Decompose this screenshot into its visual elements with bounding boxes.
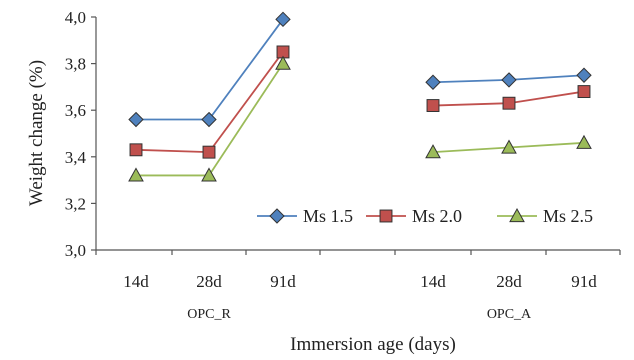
- x-ticks: 14d 28d 91d OPC_R 14d 28d 91d OPC_A: [95, 250, 621, 322]
- legend-label: Ms 2.0: [412, 206, 462, 226]
- series-ms-20: [129, 45, 591, 159]
- group-label: OPC_R: [187, 307, 231, 322]
- y-ticks: 3,0 3,2 3,4 3,6 3,8 4,0: [65, 8, 96, 260]
- legend: Ms 1.5 Ms 2.0 Ms 2.5: [257, 206, 593, 226]
- data-point: [576, 67, 592, 83]
- data-point: [425, 74, 441, 90]
- series-line: [135, 51, 284, 154]
- y-tick-label: 3,0: [65, 241, 86, 260]
- data-point: [576, 134, 592, 149]
- x-tick-label: 14d: [123, 272, 149, 291]
- data-point: [202, 145, 216, 159]
- series-layer: [128, 11, 592, 182]
- y-tick-label: 3,4: [65, 148, 87, 167]
- series-ms-15: [128, 11, 592, 128]
- x-axis-title: Immersion age (days): [290, 334, 456, 355]
- y-axis-title: Weight change (%): [26, 60, 47, 206]
- legend-item: Ms 2.0: [366, 206, 462, 226]
- data-point: [128, 111, 144, 128]
- legend-label: Ms 1.5: [303, 206, 353, 226]
- data-point: [501, 139, 517, 154]
- data-point: [502, 96, 516, 110]
- x-tick-label: 28d: [196, 272, 222, 291]
- series-ms-25: [128, 55, 592, 182]
- data-point: [577, 85, 591, 99]
- data-point: [201, 167, 217, 182]
- data-point: [501, 72, 517, 88]
- y-tick-label: 3,8: [65, 55, 86, 74]
- axes: [95, 17, 620, 251]
- data-point: [426, 99, 440, 112]
- data-point: [425, 144, 441, 159]
- series-line: [136, 18, 284, 121]
- legend-marker: [509, 207, 525, 223]
- legend-item: Ms 1.5: [257, 206, 353, 226]
- x-tick-label: 14d: [420, 272, 446, 291]
- data-point: [129, 143, 143, 157]
- data-point: [275, 55, 291, 70]
- legend-item: Ms 2.5: [497, 206, 593, 226]
- y-tick-label: 3,2: [65, 194, 86, 213]
- y-tick-label: 3,6: [65, 101, 86, 120]
- legend-marker: [269, 208, 285, 224]
- x-tick-label: 28d: [496, 272, 522, 291]
- group-label: OPC_A: [487, 307, 532, 322]
- data-point: [128, 167, 144, 182]
- x-tick-label: 91d: [270, 272, 296, 291]
- data-point: [201, 111, 217, 128]
- legend-label: Ms 2.5: [543, 206, 593, 226]
- x-tick-label: 91d: [571, 272, 597, 291]
- y-tick-label: 4,0: [65, 8, 86, 27]
- legend-marker: [379, 209, 393, 223]
- data-point: [275, 11, 291, 28]
